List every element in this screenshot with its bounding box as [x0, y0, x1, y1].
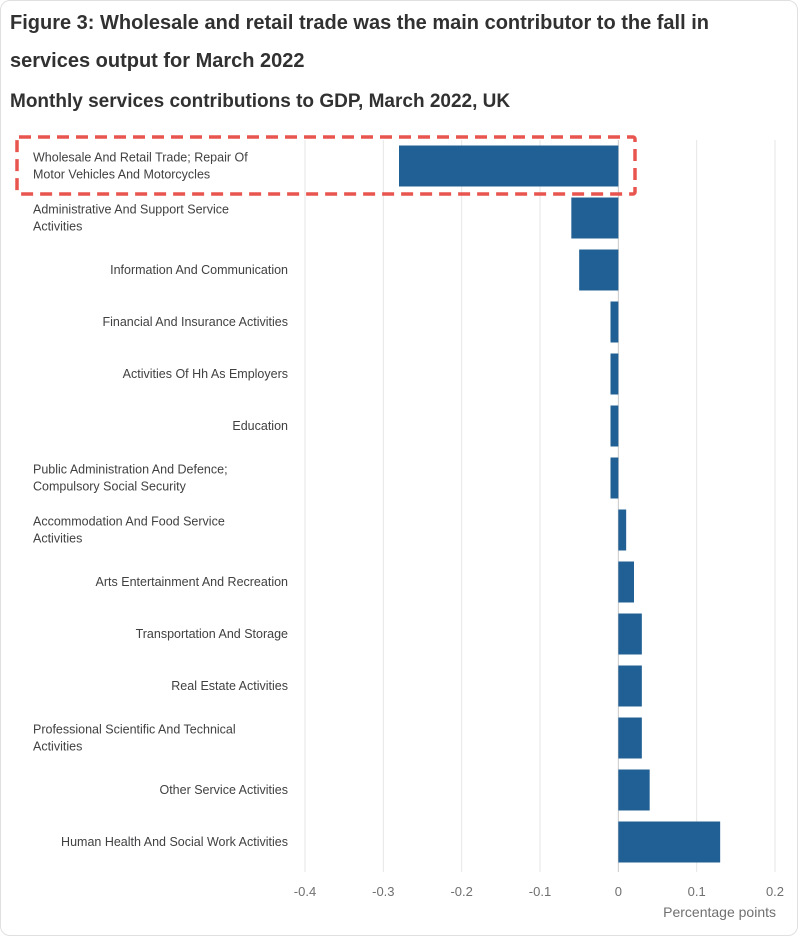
- category-label: Administrative And Support Service: [33, 203, 229, 217]
- bar: [610, 457, 619, 499]
- bar: [579, 249, 619, 291]
- category-label: Education: [232, 419, 288, 433]
- highlight-box: [15, 135, 637, 196]
- bar: [618, 613, 642, 655]
- gridlines: [304, 140, 776, 872]
- bar: [610, 405, 619, 447]
- category-label: Real Estate Activities: [171, 679, 288, 693]
- bar: [610, 353, 619, 395]
- chart-subtitle: Monthly services contributions to GDP, M…: [10, 91, 511, 112]
- bar: [618, 821, 721, 863]
- category-label: Information And Communication: [110, 263, 288, 277]
- bar: [571, 197, 619, 239]
- category-label: Transportation And Storage: [136, 627, 288, 641]
- category-label: Arts Entertainment And Recreation: [96, 575, 289, 589]
- bar: [399, 145, 619, 187]
- x-tick-labels: -0.4 -0.3 -0.2 -0.1 0 0.1 0.2: [294, 884, 784, 899]
- x-axis-title: Percentage points: [663, 904, 776, 920]
- x-tick-label: -0.2: [450, 884, 472, 899]
- bar: [618, 561, 634, 603]
- x-tick-label: -0.1: [529, 884, 551, 899]
- x-tick-label: 0: [615, 884, 622, 899]
- category-label: Compulsory Social Security: [33, 480, 187, 494]
- bar: [618, 665, 642, 707]
- category-labels: Wholesale And Retail Trade; Repair Of Mot…: [33, 151, 288, 850]
- bar: [618, 769, 650, 811]
- category-label: Activities Of Hh As Employers: [123, 367, 288, 381]
- category-label: Activities: [33, 532, 82, 546]
- bar: [618, 717, 642, 759]
- category-label: Public Administration And Defence;: [33, 463, 228, 477]
- bar: [610, 301, 619, 343]
- category-label: Other Service Activities: [159, 783, 288, 797]
- category-label: Wholesale And Retail Trade; Repair Of: [33, 151, 248, 165]
- bars: [399, 145, 721, 863]
- category-label: Activities: [33, 220, 82, 234]
- bar: [618, 509, 627, 551]
- category-label: Accommodation And Food Service: [33, 515, 225, 529]
- category-label: Human Health And Social Work Activities: [61, 835, 288, 849]
- category-label: Financial And Insurance Activities: [102, 315, 288, 329]
- category-label: Activities: [33, 740, 82, 754]
- chart-title: Figure 3: Wholesale and retail trade was…: [10, 12, 709, 72]
- x-tick-label: -0.3: [372, 884, 394, 899]
- x-tick-label: 0.1: [688, 884, 706, 899]
- category-label: Professional Scientific And Technical: [33, 723, 236, 737]
- x-tick-label: 0.2: [766, 884, 784, 899]
- x-tick-label: -0.4: [294, 884, 316, 899]
- category-label: Motor Vehicles And Motorcycles: [33, 168, 210, 182]
